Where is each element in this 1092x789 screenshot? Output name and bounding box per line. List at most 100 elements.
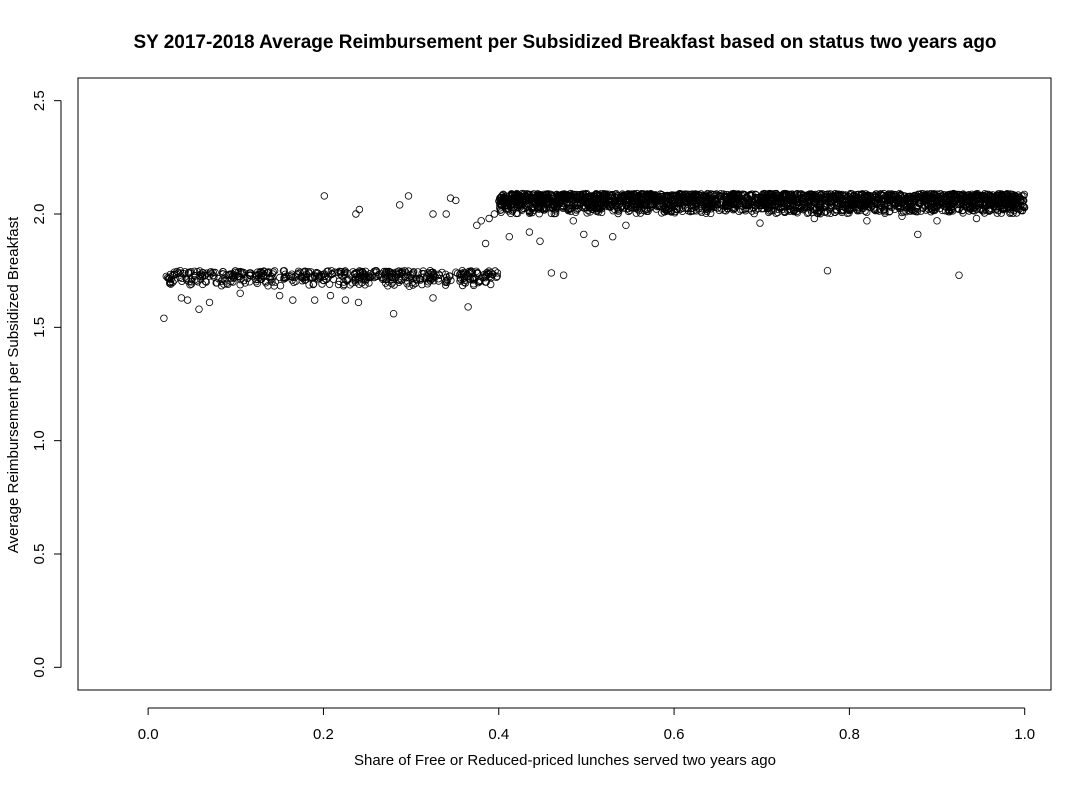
y-tick-label: 1.0 [31, 430, 48, 451]
data-point [756, 193, 764, 201]
y-tick-label: 2.0 [31, 204, 48, 225]
data-point [952, 191, 960, 199]
data-point [639, 190, 647, 198]
data-point [892, 196, 900, 204]
data-point [722, 193, 730, 202]
data-point [253, 272, 261, 280]
y-axis-title: Average Reimbursement per Subsidized Bre… [5, 216, 22, 553]
data-point [900, 208, 908, 216]
data-point [734, 201, 742, 209]
chart-title: SY 2017-2018 Average Reimbursement per S… [133, 32, 996, 53]
data-point [986, 206, 995, 215]
data-point [703, 203, 712, 212]
data-point [766, 196, 774, 204]
data-point [914, 230, 922, 239]
data-point [786, 201, 795, 209]
x-axis: 0.0 0.2 0.4 0.6 0.8 1.0 [138, 707, 1035, 743]
data-point [947, 205, 955, 214]
data-point [464, 303, 472, 311]
data-point [554, 195, 563, 204]
data-point [211, 268, 219, 277]
data-point [1007, 205, 1015, 214]
data-point [411, 275, 420, 283]
y-tick-label: 2.5 [31, 90, 48, 111]
data-point [517, 194, 526, 202]
data-point [662, 199, 671, 208]
data-point [538, 205, 546, 213]
data-point [992, 197, 1000, 206]
data-point [525, 228, 534, 236]
x-tick-label: 0.2 [313, 726, 334, 743]
data-point [500, 199, 508, 208]
data-point [1006, 190, 1014, 198]
data-point [744, 198, 752, 206]
data-point [572, 197, 580, 205]
data-point [840, 206, 848, 214]
data-point [818, 189, 826, 198]
data-point [590, 199, 599, 207]
data-point [270, 282, 278, 290]
data-point [729, 190, 737, 199]
data-point [846, 194, 855, 202]
data-point [942, 194, 950, 203]
data-point [354, 298, 363, 307]
data-point [493, 272, 501, 280]
data-point [604, 201, 612, 209]
data-point [537, 191, 545, 199]
data-point [826, 209, 835, 217]
data-point [624, 190, 632, 198]
data-point [852, 190, 860, 199]
data-point [895, 201, 903, 209]
data-point [859, 200, 867, 208]
data-point [955, 205, 963, 213]
data-point [178, 274, 186, 282]
data-point [597, 208, 606, 217]
data-point [484, 269, 493, 278]
data-point [764, 204, 772, 212]
data-point [414, 268, 422, 276]
data-point [403, 270, 411, 278]
data-point [203, 269, 211, 277]
data-point [643, 205, 652, 214]
data-point [528, 205, 536, 213]
data-point [880, 191, 888, 200]
data-point [858, 199, 867, 207]
data-point [261, 277, 270, 285]
data-point [544, 196, 552, 204]
data-point [781, 208, 789, 216]
data-point [514, 209, 522, 217]
data-point [298, 277, 306, 285]
data-point [613, 194, 622, 202]
data-point [823, 267, 832, 275]
data-point [352, 210, 360, 218]
data-point [610, 205, 619, 213]
data-point [606, 201, 614, 209]
data-point [886, 191, 894, 200]
data-point [452, 196, 460, 205]
data-point [305, 281, 313, 289]
data-point [238, 269, 247, 277]
data-point [497, 206, 505, 214]
data-point [504, 207, 513, 215]
data-point [522, 196, 530, 205]
data-point [329, 275, 338, 283]
data-point [701, 199, 710, 208]
data-point [816, 193, 825, 202]
data-point [695, 195, 704, 204]
data-point [580, 194, 589, 202]
data-point [591, 239, 599, 248]
data-point [832, 201, 841, 210]
data-point [767, 197, 775, 205]
data-point [640, 198, 648, 207]
x-tick-label: 0.0 [138, 726, 159, 743]
data-point [236, 289, 244, 297]
data-point [762, 202, 770, 210]
data-point [441, 278, 450, 286]
data-point [984, 201, 992, 209]
data-point [999, 193, 1007, 201]
data-point [692, 207, 701, 215]
data-point [993, 209, 1001, 217]
data-point [165, 279, 174, 288]
data-point [977, 206, 986, 214]
data-point [750, 209, 758, 218]
